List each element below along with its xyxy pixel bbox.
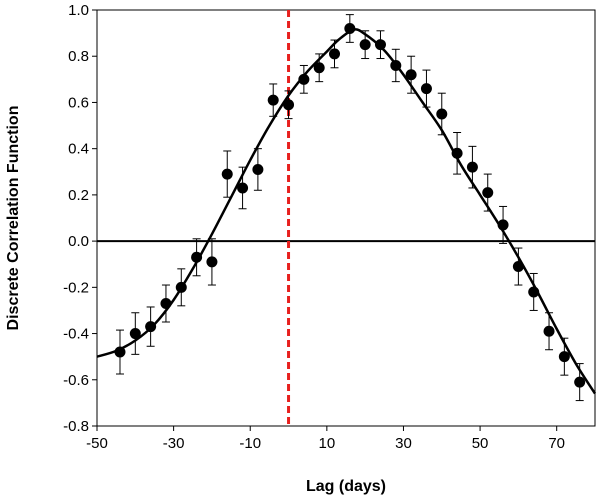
x-tick-label: 70	[548, 435, 565, 452]
data-point	[374, 39, 386, 51]
x-tick-label: 50	[472, 435, 489, 452]
data-point	[221, 168, 233, 180]
data-point	[482, 187, 494, 199]
plot-frame	[96, 9, 596, 427]
fit-curve	[96, 28, 597, 395]
y-tick-label: -0.8	[63, 418, 89, 435]
data-point	[359, 39, 371, 51]
x-tick-label: -50	[86, 435, 108, 452]
data-point	[267, 94, 279, 106]
data-point	[528, 286, 540, 298]
data-point	[283, 99, 295, 111]
data-point	[390, 59, 402, 71]
data-point	[451, 147, 463, 159]
data-point	[558, 351, 570, 363]
data-point	[114, 346, 126, 358]
data-point	[191, 251, 203, 263]
data-point	[298, 73, 310, 85]
data-point	[145, 321, 157, 333]
data-point	[252, 163, 264, 175]
data-point	[175, 281, 187, 293]
y-tick-label: 1.0	[68, 2, 89, 19]
x-tick-label: 30	[395, 435, 412, 452]
data-point	[206, 256, 218, 268]
x-axis-title: Lag (days)	[306, 478, 386, 495]
data-point	[329, 48, 341, 60]
x-tick-label: -10	[239, 435, 261, 452]
y-tick-label: -0.4	[63, 326, 89, 343]
x-tick-label: 10	[319, 435, 336, 452]
y-tick-label: 0.2	[68, 187, 89, 204]
data-point	[237, 182, 249, 194]
data-point	[313, 62, 325, 74]
y-tick-label: 0.6	[68, 94, 89, 111]
y-tick-label: 0.4	[68, 141, 89, 158]
data-point	[160, 298, 172, 310]
data-point	[574, 376, 586, 388]
data-point	[420, 83, 432, 95]
x-tick-label: -30	[163, 435, 185, 452]
y-axis-title: Discrete Correlation Function	[5, 106, 22, 331]
data-point	[512, 261, 524, 273]
data-point	[129, 328, 141, 340]
data-point	[436, 108, 448, 120]
y-tick-label: 0.0	[68, 233, 89, 250]
data-point	[466, 161, 478, 173]
data-point	[497, 219, 509, 231]
y-tick-label: -0.6	[63, 372, 89, 389]
y-tick-label: 0.8	[68, 48, 89, 65]
data-point	[405, 69, 417, 81]
y-tick-label: -0.2	[63, 279, 89, 296]
data-point	[344, 22, 356, 34]
data-point	[543, 325, 555, 337]
